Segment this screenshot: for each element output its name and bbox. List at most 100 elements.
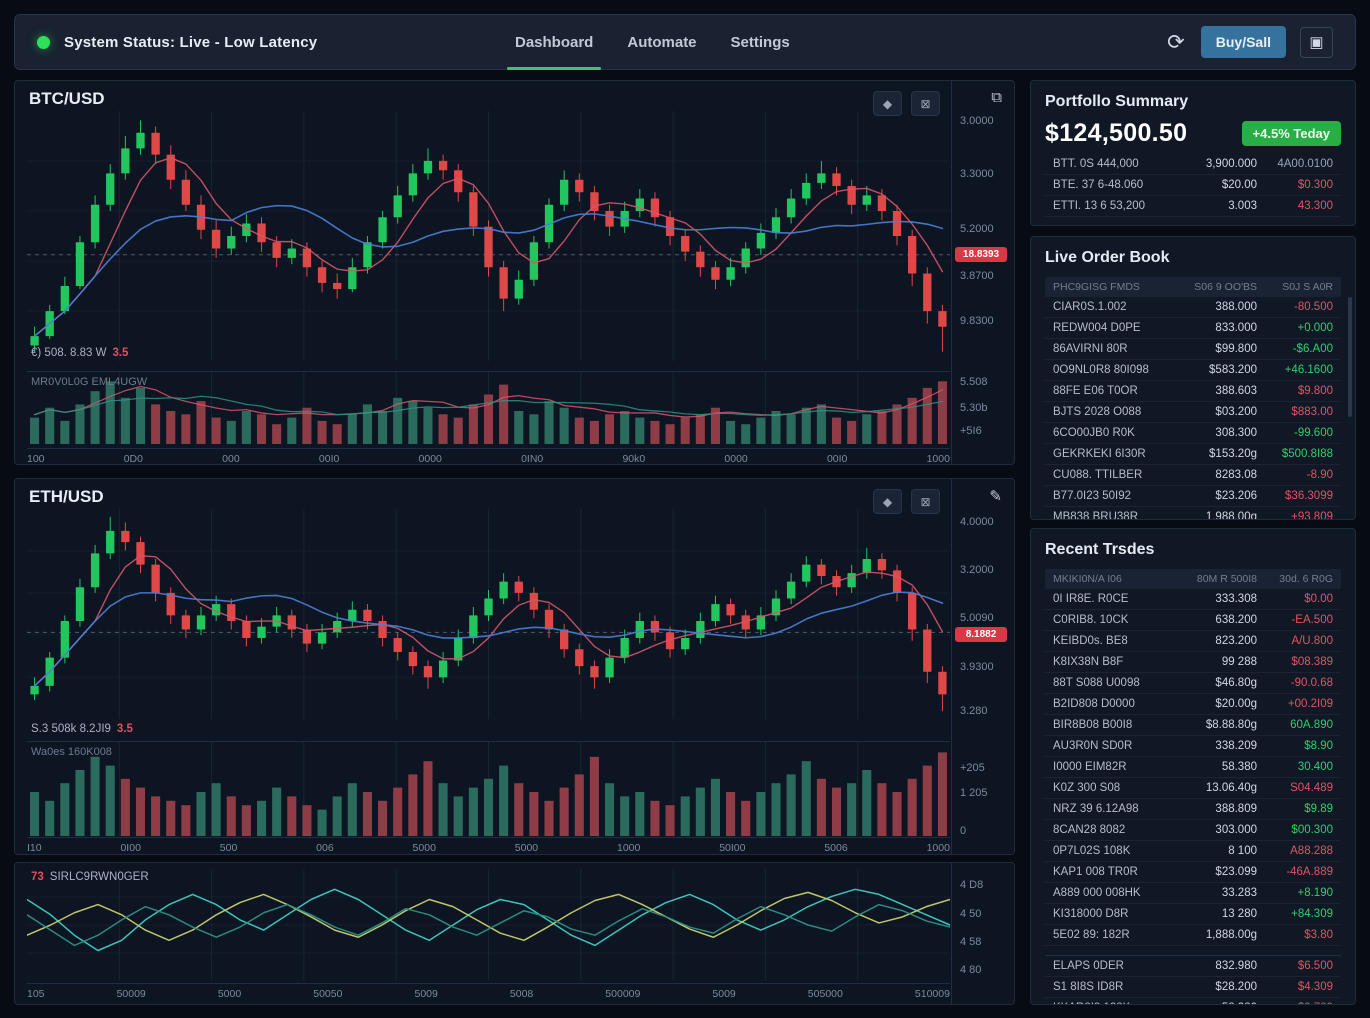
marker-icon[interactable]: ◆ <box>873 489 902 514</box>
trade-row: 0P7L02S 108K 8 100 A88.288 <box>1045 841 1341 862</box>
x-tick-label: 1000 <box>926 842 950 854</box>
order-book-row: CIAR0S.1.002 388.000 -80.500 <box>1045 297 1341 318</box>
refresh-icon[interactable]: ⟳ <box>1167 30 1185 54</box>
oscillator-axis[interactable]: 4 D8 4 50 4 58 4 80 <box>951 863 1014 1004</box>
portfolio-summary-card: Portfollo Summary $124,500.50 +4.5% Teda… <box>1030 80 1356 226</box>
order-book-row: 0O9NL0R8 80I098 $583.200 +46.1600 <box>1045 360 1341 381</box>
trade-row: C0RIB8. 10CK 638.200 -EA.500 <box>1045 610 1341 631</box>
x-tick-label: 510009 <box>914 988 950 1000</box>
x-tick-label: 0IN0 <box>521 453 544 465</box>
y-tick-label: 3.9300 <box>960 660 994 673</box>
y-tick-label: 3.0000 <box>960 115 994 127</box>
current-price-badge: 18.8393 <box>955 246 1007 262</box>
eth-price-axis[interactable]: 4.0000 3.2000 5.0090 3.9300 3.280 8.1882 +205 1… <box>951 479 1014 854</box>
order-book-scrollbar[interactable] <box>1348 297 1352 417</box>
y-tick-label: 3.8700 <box>960 270 994 282</box>
y-tick-label: 3.3000 <box>960 167 994 180</box>
btc-ohlc-readout: €) 508. 8.83 W 3.5 <box>31 347 129 359</box>
x-tick-label: 5009 <box>414 988 438 1000</box>
recent-trades-table: 0I IR8E. R0CE 333.308 $0.00 C0RIB8. 10CK 638… <box>1045 589 1341 1004</box>
order-book-row: BJTS 2028 O088 $03.200 $883.00 <box>1045 402 1341 423</box>
x-tick-label: 00I0 <box>318 453 340 465</box>
y-tick-label: 5.508 <box>960 375 988 388</box>
x-tick-label: 50050 <box>313 988 343 1000</box>
btc-candlestick-chart[interactable] <box>27 111 950 361</box>
nav-tabs: Dashboard Automate Settings <box>506 15 790 70</box>
oscillator-x-axis: 105 50009 5000 50050 5009 5008 500009 5009 50500… <box>27 983 950 1003</box>
expand-icon[interactable]: ⊠ <box>911 91 940 116</box>
oscillator-panel: 73 SIRLC9RWN0GER 105 50009 5000 50050 5009 500… <box>14 862 1015 1005</box>
order-book-row: MB838 BRU38R 1,988.00g +93.809 <box>1045 507 1341 519</box>
x-tick-label: I10 <box>27 842 42 854</box>
trade-row: 0I IR8E. R0CE 333.308 $0.00 <box>1045 589 1341 610</box>
x-tick-label: 0I00 <box>120 842 141 854</box>
y-tick-label: 4 80 <box>960 963 982 976</box>
trade-row: S1 8I8S ID8R $28.200 $4.309 <box>1045 977 1341 998</box>
recent-trades-header: MKIKI0N/A I06 80M R 500I8 30d. 6 R0G <box>1045 569 1341 589</box>
x-tick-label: 505000 <box>807 988 843 1000</box>
trade-row: ELAPS 0DER 832.980 $6.500 <box>1045 955 1341 977</box>
marker-icon[interactable]: ◆ <box>873 91 902 116</box>
btc-chart-tools: ◆ ⊠ <box>873 91 940 116</box>
order-book-title: Live Order Book <box>1045 249 1170 266</box>
order-book-row: 86AVIRNI 80R $99.800 -$6.A00 <box>1045 339 1341 360</box>
order-book-row: B77.0I23 50I92 $23.206 $36.3099 <box>1045 486 1341 507</box>
eth-volume-chart[interactable] <box>27 741 950 836</box>
x-tick-label: 500 <box>219 842 238 854</box>
order-book-row: 6CO00JB0 R0K 308.300 -99.600 <box>1045 423 1341 444</box>
order-book-row: GEKRKEKI 6I30R $153.20g $500.8I88 <box>1045 444 1341 465</box>
tab-settings[interactable]: Settings <box>730 33 790 51</box>
x-tick-label: 006 <box>316 842 334 854</box>
y-tick-label: 5.30b <box>960 401 988 414</box>
layers-icon[interactable]: ⧉ <box>991 89 1002 106</box>
x-tick-label: 5000 <box>217 988 242 1000</box>
x-tick-label: 90k0 <box>622 453 646 465</box>
y-tick-label: 1 205 <box>960 787 988 800</box>
y-tick-label: 3.280 <box>960 704 988 717</box>
x-tick-label: 5000 <box>412 842 436 854</box>
trade-row: KI318000 D8R 13 280 +84.309 <box>1045 904 1341 925</box>
btc-price-axis[interactable]: 3.0000 3.3000 5.2000 3.8700 9.8300 18.8393 5.5… <box>951 81 1014 464</box>
order-book-row: REDW004 D0PE 833.000 +0.000 <box>1045 318 1341 339</box>
expand-icon[interactable]: ⊠ <box>911 489 940 514</box>
trade-row: A889 000 008HK 33.283 +8.190 <box>1045 883 1341 904</box>
trade-row: BIR8B08 B00I8 $8.88.80g 60A.890 <box>1045 715 1341 736</box>
trade-row: K8IX38N B8F 99 288 $08.389 <box>1045 652 1341 673</box>
current-price-badge: 8.1882 <box>955 627 1007 642</box>
eth-chart-tools: ◆ ⊠ <box>873 489 940 514</box>
portfolio-row: BTE. 37 6-48.060 $20.00 $0.300 <box>1045 175 1341 196</box>
tab-automate[interactable]: Automate <box>627 33 697 51</box>
eth-candlestick-chart[interactable] <box>27 509 950 719</box>
trade-row: KEIBD0s. BE8 823.200 A/U.800 <box>1045 631 1341 652</box>
btc-volume-chart[interactable] <box>27 371 950 444</box>
portfolio-change-badge: +4.5% Teday <box>1241 121 1341 146</box>
trade-row: 5E02 89: 182R 1,888.00g $3.80 <box>1045 925 1341 946</box>
trade-row: 88T S088 U0098 $46.80g -90.0.68 <box>1045 673 1341 694</box>
trade-row: KAP1 008 TR0R $23.099 -46A.889 <box>1045 862 1341 883</box>
trade-row: I0000 EIM82R 58.380 30.400 <box>1045 757 1341 778</box>
eth-chart-title: ETH/USD <box>29 487 104 506</box>
y-tick-label: 4.0000 <box>960 515 994 528</box>
eth-ohlc-readout: S.3 508k 8.2JI9 3.5 <box>31 723 133 735</box>
x-tick-label: 5006 <box>824 842 848 854</box>
screenshot-icon[interactable]: ▣ <box>1300 26 1333 58</box>
x-tick-label: 50009 <box>116 988 146 1000</box>
x-tick-label: 1000 <box>926 453 950 465</box>
oscillator-chart[interactable] <box>27 869 950 981</box>
order-book-header: PHC9GISG FMDS S06 9 OO'BS S0J S A0R <box>1045 277 1341 297</box>
x-tick-label: 105 <box>27 988 45 1000</box>
btc-x-axis: 100 0D0 000 00I0 0000 0IN0 90k0 0000 00I0 1000 <box>27 448 950 468</box>
tab-dashboard[interactable]: Dashboard <box>506 15 602 70</box>
topbar-actions: ⟳ Buy/Sall ▣ <box>1165 26 1333 58</box>
buy-sell-button[interactable]: Buy/Sall <box>1200 26 1286 58</box>
recent-trades-card: Recent Trsdes MKIKI0N/A I06 80M R 500I8 … <box>1030 528 1356 1005</box>
y-tick-label: 4 50 <box>960 907 982 920</box>
recent-trades-title: Recent Trsdes <box>1045 541 1155 558</box>
trade-row: B2ID808 D0000 $20.00g +00.2I09 <box>1045 694 1341 715</box>
draw-icon[interactable]: ✎ <box>989 488 1002 505</box>
eth-x-axis: I10 0I00 500 006 5000 5000 1000 50I00 5006 1000 <box>27 837 950 857</box>
trade-row: 8CAN28 8082 303.000 $00.300 <box>1045 820 1341 841</box>
portfolio-title: Portfollo Summary <box>1045 93 1189 110</box>
x-tick-label: 5008 <box>509 988 534 1000</box>
x-tick-label: 500009 <box>605 988 641 1000</box>
